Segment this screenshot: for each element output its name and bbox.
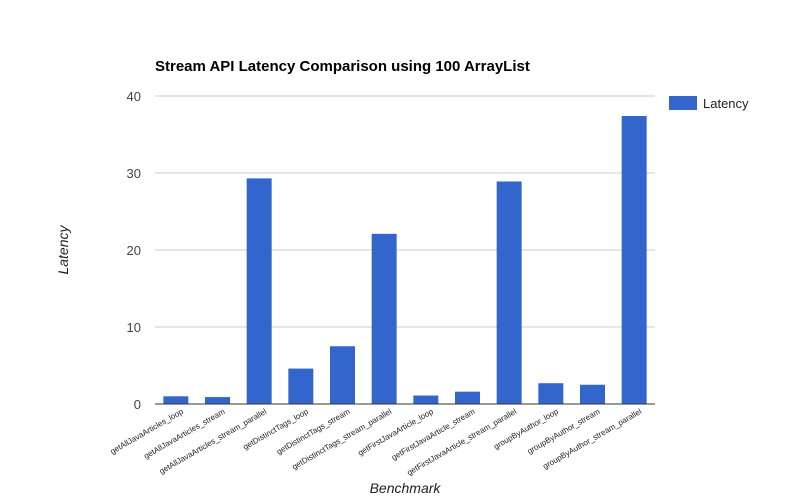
y-axis-ticks: 0 10 20 30 40 [127,89,141,412]
legend-label-latency: Latency [703,96,749,111]
y-axis-title: Latency [55,224,71,274]
bar-getDistinctTags_stream [330,346,355,404]
bars [163,116,647,405]
chart-title: Stream API Latency Comparison using 100 … [155,58,530,75]
legend: Latency [669,96,749,111]
x-axis-title: Benchmark [370,480,442,496]
y-tick-label: 0 [134,397,141,412]
bar-getAllJavaArticles_loop [163,396,189,404]
bar-getAllJavaArticles_stream [205,397,230,404]
bar-getFirstJavaArticle_stream [455,391,480,404]
bar-getDistinctTags_loop [288,368,314,404]
legend-swatch [669,96,697,110]
y-tick-label: 30 [127,166,141,181]
bar-groupByAuthor_stream [580,384,605,404]
y-tick-label: 20 [127,243,141,258]
bar-getDistinctTags_stream_parallel [371,233,397,404]
gridlines [155,95,655,328]
bar-groupByAuthor_stream_parallel [621,116,647,405]
y-tick-label: 40 [127,89,141,104]
y-tick-label: 10 [127,320,141,335]
bar-groupByAuthor_loop [538,383,564,404]
bar-getAllJavaArticles_stream_parallel [246,178,272,404]
bar-getFirstJavaArticle_stream_parallel [496,181,522,404]
bar-getFirstJavaArticle_loop [413,395,439,404]
